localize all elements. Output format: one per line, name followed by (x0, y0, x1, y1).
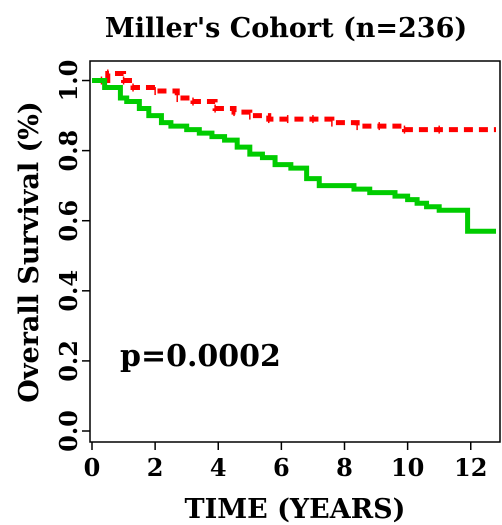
y-tick-label: 1.0 (54, 60, 83, 102)
x-tick-label: 0 (84, 453, 101, 482)
series-layer (92, 69, 496, 234)
series-line-green (92, 78, 496, 234)
x-tick-label: 2 (147, 453, 164, 482)
p-value-annotation: p=0.0002 (120, 339, 281, 374)
y-tick-label: 0.0 (54, 410, 83, 452)
y-tick-label: 0.8 (54, 130, 83, 172)
x-tick-label: 8 (336, 453, 353, 482)
x-tick-label: 10 (391, 453, 424, 482)
y-tick-label: 0.6 (54, 200, 83, 242)
chart-title: Miller's Cohort (n=236) (105, 13, 467, 44)
y-tick-label: 0.2 (54, 340, 83, 382)
x-tick-label: 4 (210, 453, 227, 482)
ticks-layer: 0 2 4 6 8 10 12 0.0 0.2 0.4 0.6 0.8 1.0 (54, 60, 487, 482)
series-line-red (92, 71, 496, 133)
x-tick-label: 12 (454, 453, 487, 482)
y-axis-label: Overall Survival (%) (14, 101, 45, 402)
y-tick-label: 0.4 (54, 270, 83, 312)
x-axis-label: TIME (YEARS) (185, 494, 406, 525)
x-tick-label: 6 (273, 453, 290, 482)
plot-frame (89, 60, 501, 443)
